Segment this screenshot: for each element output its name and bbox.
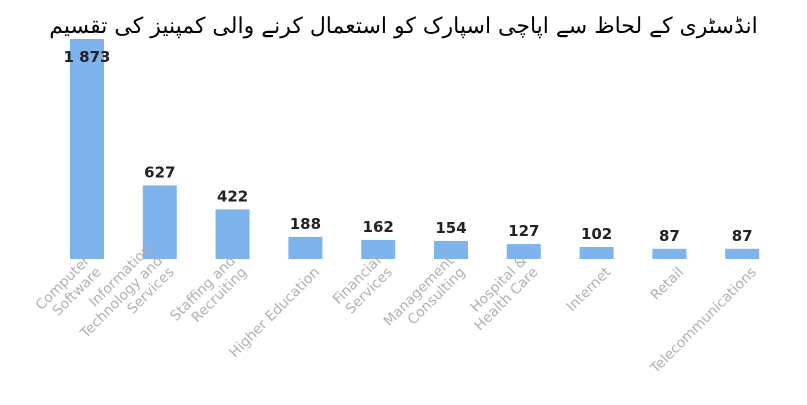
value-label-1: 627 <box>144 163 175 181</box>
value-label-7: 102 <box>581 225 612 243</box>
bar-2 <box>215 209 250 259</box>
chart-title: انڈسٹری کے لحاظ سے اپاچی اسپارک کو استعم… <box>49 14 758 39</box>
value-label-6: 127 <box>508 222 539 240</box>
bar-0 <box>70 39 104 259</box>
value-label-3: 188 <box>290 215 321 233</box>
category-label-6: Hospital &Health Care <box>468 253 542 334</box>
bar-4 <box>361 240 396 259</box>
value-label-9: 87 <box>732 227 753 245</box>
bar-6 <box>506 244 541 259</box>
value-label-8: 87 <box>659 227 680 245</box>
category-label-line: Internet <box>564 264 615 315</box>
category-label-line: Retail <box>648 264 687 303</box>
value-labels-group: 1 873 627 422 188 162 154 127 102 87 87 <box>64 48 753 245</box>
bar-8 <box>652 248 687 259</box>
category-label-8: Retail <box>648 264 687 303</box>
bar-5 <box>434 240 468 259</box>
value-label-0: 1 873 <box>64 48 111 66</box>
bar-3 <box>288 236 323 259</box>
category-label-7: Internet <box>564 264 615 315</box>
value-label-4: 162 <box>363 218 394 236</box>
value-label-5: 154 <box>435 219 466 237</box>
value-label-2: 422 <box>217 187 248 205</box>
bar-7 <box>579 247 614 259</box>
bars-group <box>70 39 760 259</box>
bar-9 <box>725 248 760 259</box>
bar-1 <box>142 185 177 259</box>
